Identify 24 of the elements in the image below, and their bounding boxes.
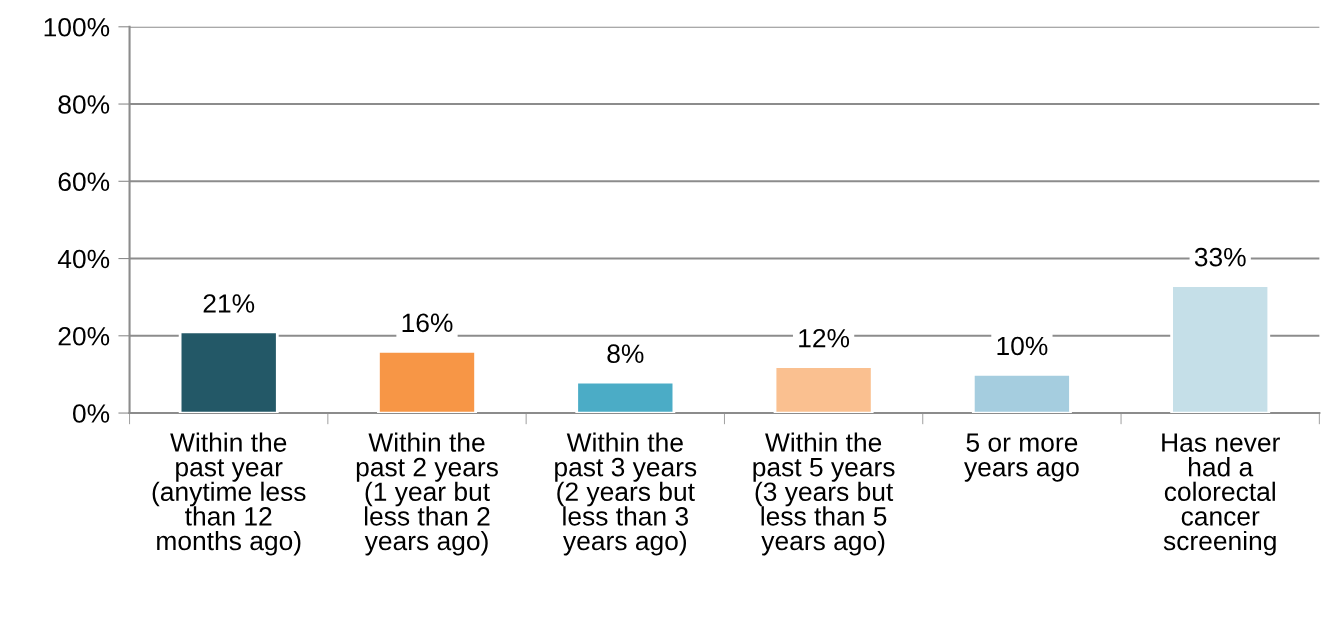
x-tick-label: Has never had a colorectal cancer screening: [1162, 433, 1280, 556]
y-tick-label: 20%: [58, 326, 110, 346]
data-label: 33%: [1194, 247, 1246, 267]
y-tick-label: 80%: [58, 95, 110, 114]
data-label: 21%: [203, 294, 255, 313]
x-tick-label: Within the past 2 years (1 year but less than 2 years ago): [356, 432, 498, 556]
y-tick-label: 0%: [73, 404, 110, 423]
bar: [178, 330, 279, 414]
data-label: 10%: [997, 336, 1048, 356]
bar: [1170, 284, 1271, 414]
bar: [575, 380, 676, 414]
x-tick-label: 5 or more years ago: [964, 433, 1079, 482]
x-tick-label: Within the past 3 years (2 years but less than 3 years ago): [555, 432, 697, 556]
x-tick-label: Within the past 5 years (3 years but less than 5 years ago): [753, 432, 895, 556]
bar: [971, 373, 1072, 414]
y-tick-label: 100%: [44, 17, 110, 37]
data-label: 8%: [607, 344, 644, 364]
x-tick-label: Within the past year (anytime less than 12 months ago): [152, 432, 306, 556]
data-label: 12%: [799, 328, 850, 348]
y-tick-label: 60%: [58, 172, 110, 192]
y-tick-label: 40%: [57, 249, 110, 269]
bar: [377, 349, 477, 414]
data-label: 16%: [402, 313, 453, 333]
bar: [773, 365, 874, 414]
